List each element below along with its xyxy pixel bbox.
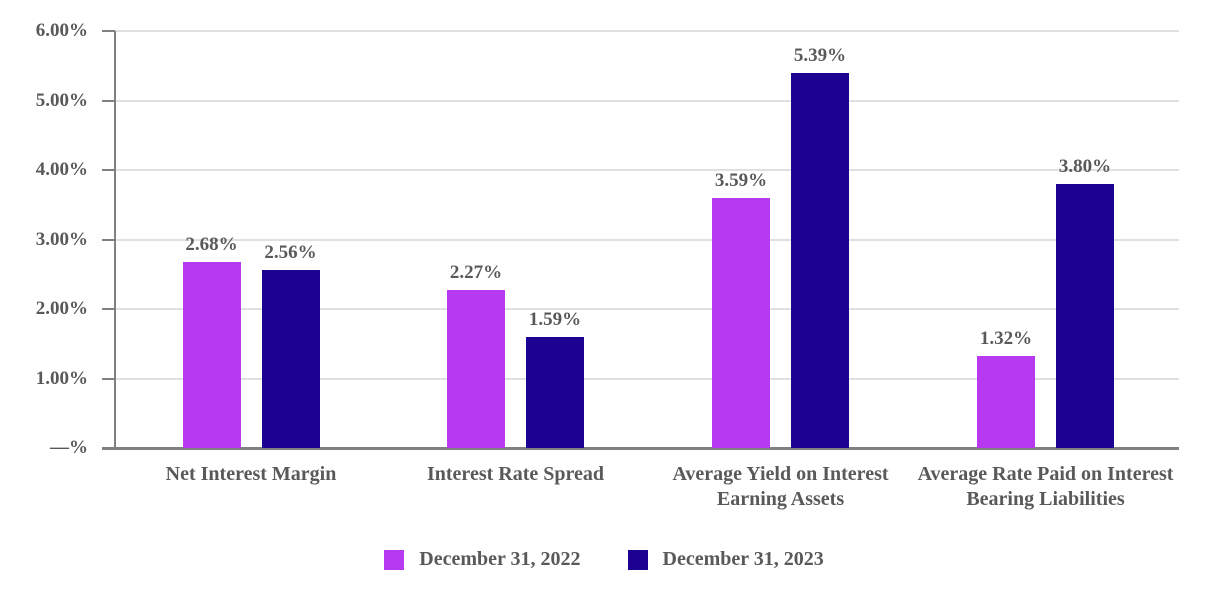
gridline bbox=[115, 30, 1179, 32]
bar-312022-cat3 bbox=[712, 198, 770, 448]
y-axis-tick bbox=[102, 169, 115, 171]
bar-value-label: 1.32% bbox=[979, 328, 1033, 350]
gridline bbox=[115, 308, 1179, 310]
y-tick-label: —% bbox=[50, 437, 88, 458]
legend-label: December 31, 2023 bbox=[662, 548, 824, 570]
bar-value-label: 3.80% bbox=[1058, 155, 1112, 177]
gridline bbox=[115, 99, 1179, 102]
y-tick-label: 6.00% bbox=[35, 20, 88, 41]
legend-swatch-icon bbox=[384, 549, 405, 570]
y-axis-tick bbox=[102, 238, 115, 241]
y-tick-label: 2.00% bbox=[35, 298, 88, 319]
y-axis-line bbox=[114, 31, 116, 448]
bar-312023-cat1 bbox=[261, 270, 320, 448]
bar-312023-cat3 bbox=[791, 73, 849, 448]
legend-swatch-icon bbox=[627, 549, 648, 570]
chart-legend: December 31, 2022 December 31, 2023 bbox=[0, 548, 1208, 571]
bar-value-label: 2.68% bbox=[185, 233, 238, 255]
y-tick-label: 4.00% bbox=[35, 159, 88, 180]
bar-312022-cat1 bbox=[182, 261, 241, 448]
bar-312022-cat4 bbox=[977, 356, 1035, 448]
bar-value-label: 2.27% bbox=[449, 262, 503, 284]
bar-value-label: 2.56% bbox=[264, 242, 317, 264]
bar-value-label: 3.59% bbox=[714, 170, 768, 192]
gridline bbox=[115, 238, 1179, 241]
y-tick-label: 5.00% bbox=[35, 89, 88, 111]
y-tick-label: 3.00% bbox=[35, 228, 88, 250]
y-axis-tick bbox=[102, 30, 115, 32]
x-axis-line bbox=[102, 447, 1179, 450]
bar-312022-cat2 bbox=[447, 290, 505, 448]
gridline bbox=[115, 377, 1179, 380]
legend-item: December 31, 2023 bbox=[627, 548, 824, 571]
category-label: Average Yield on Interest Earning Assets bbox=[672, 463, 889, 510]
y-axis-tick bbox=[102, 308, 115, 310]
legend-label: December 31, 2022 bbox=[419, 548, 581, 570]
category-label: Interest Rate Spread bbox=[426, 463, 605, 485]
bar-312023-cat2 bbox=[526, 337, 584, 448]
category-label: Average Rate Paid on Interest Bearing Li… bbox=[917, 463, 1174, 510]
gridline bbox=[115, 169, 1179, 171]
bar-312023-cat4 bbox=[1056, 183, 1114, 448]
y-tick-label: 1.00% bbox=[35, 367, 88, 389]
bar-value-label: 1.59% bbox=[528, 309, 582, 331]
bar-value-label: 5.39% bbox=[793, 45, 847, 67]
y-axis-tick bbox=[102, 377, 115, 380]
legend-item: December 31, 2022 bbox=[384, 548, 581, 571]
category-label: Net Interest Margin bbox=[165, 463, 337, 485]
y-axis-tick bbox=[102, 99, 115, 102]
